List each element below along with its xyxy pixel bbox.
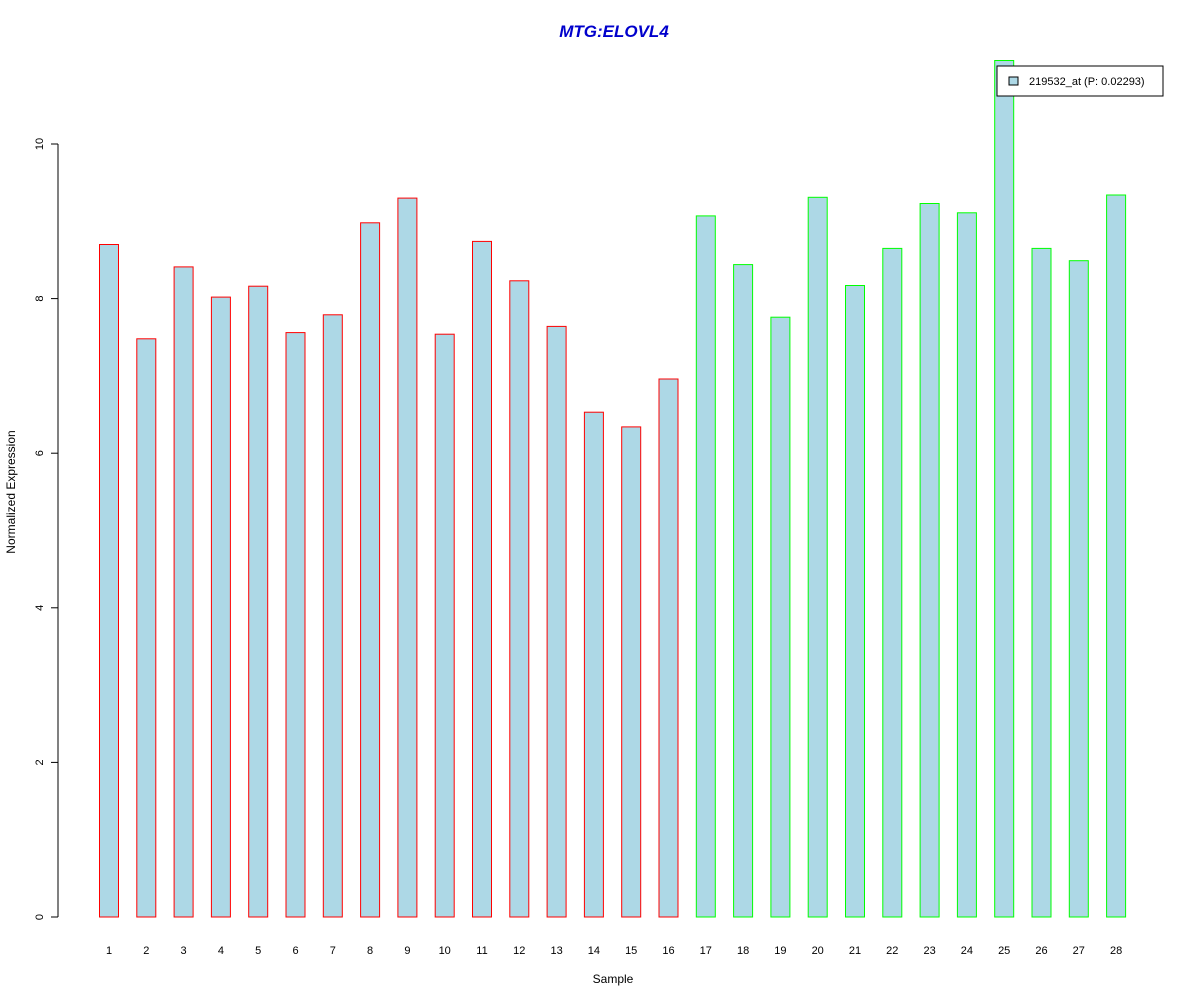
x-tick-label: 28	[1110, 945, 1122, 957]
bar-sample-3	[173, 266, 194, 918]
bar-sample-4	[210, 296, 231, 918]
bar-sample-5	[248, 285, 269, 918]
x-tick-label: 6	[292, 945, 298, 957]
bar-sample-8	[360, 222, 381, 918]
bar-sample-19	[770, 316, 791, 918]
x-tick-label: 3	[181, 945, 187, 957]
y-tick-label: 0	[34, 914, 46, 920]
bar-sample-16	[658, 378, 679, 918]
x-tick-label: 11	[476, 945, 487, 957]
y-tick-label: 4	[34, 605, 46, 611]
y-axis: 0 2 4 6 8 10	[34, 138, 59, 920]
bar-sample-24	[956, 212, 977, 918]
x-tick-label: 22	[886, 945, 898, 957]
x-axis-label: Sample	[593, 972, 634, 986]
bar-sample-14	[583, 411, 604, 918]
bar-sample-26	[1031, 247, 1052, 918]
legend: 219532_at (P: 0.02293)	[996, 65, 1164, 97]
bar-sample-23	[919, 203, 940, 918]
bar-sample-7	[322, 314, 343, 918]
bar-sample-27	[1068, 260, 1089, 918]
y-tick-label: 6	[34, 450, 46, 456]
x-tick-label: 20	[812, 945, 824, 957]
x-tick-label: 10	[439, 945, 451, 957]
x-tick-label: 26	[1035, 945, 1047, 957]
legend-label: 219532_at (P: 0.02293)	[1029, 76, 1145, 88]
x-tick-label: 21	[849, 945, 861, 957]
bar-sample-12	[509, 280, 530, 918]
bar-sample-20	[807, 196, 828, 918]
x-tick-label: 23	[923, 945, 935, 957]
x-tick-label: 15	[625, 945, 637, 957]
legend-swatch	[1008, 76, 1019, 86]
bar-sample-21	[845, 285, 865, 918]
x-tick-label: 5	[255, 945, 261, 957]
y-axis-label: Normalized Expression	[4, 430, 18, 553]
x-tick-label: 25	[998, 945, 1010, 957]
x-tick-label: 12	[513, 945, 525, 957]
x-tick-label: 1	[106, 945, 112, 957]
x-tick-label: 17	[700, 945, 712, 957]
x-tick-label: 7	[330, 945, 336, 957]
x-tick-label: 24	[961, 945, 973, 957]
x-tick-label: 18	[737, 945, 749, 957]
bar-sample-13	[546, 325, 567, 918]
legend-box	[996, 65, 1164, 97]
x-tick-labels: 1 2 3 4 5 6 7 8 9 10 11 12 13 14 15 16 17 18 19 20 21 22 23 24 2…	[106, 945, 1122, 957]
bar-sample-11	[472, 240, 492, 918]
x-tick-label: 13	[550, 945, 562, 957]
bar-sample-22	[882, 247, 903, 918]
y-tick-label: 10	[34, 138, 46, 150]
x-tick-label: 8	[367, 945, 373, 957]
bar-sample-18	[733, 264, 754, 918]
bar-sample-1	[99, 244, 119, 918]
x-tick-label: 14	[588, 945, 600, 957]
bars	[99, 60, 1127, 918]
bar-sample-17	[695, 215, 716, 918]
bar-sample-6	[285, 332, 306, 918]
chart-title: MTG:ELOVL4	[559, 22, 669, 41]
x-tick-label: 4	[218, 945, 224, 957]
bar-sample-25	[994, 60, 1015, 918]
x-tick-label: 27	[1073, 945, 1085, 957]
bar-sample-9	[397, 197, 418, 918]
x-tick-label: 16	[662, 945, 674, 957]
x-tick-label: 9	[404, 945, 410, 957]
y-tick-label: 2	[34, 759, 46, 765]
bar-sample-2	[136, 338, 157, 918]
bar-sample-28	[1106, 194, 1127, 918]
bar-sample-15	[621, 426, 642, 918]
x-tick-label: 2	[143, 945, 149, 957]
y-tick-label: 8	[34, 296, 46, 302]
x-tick-label: 19	[774, 945, 786, 957]
bar-sample-10	[434, 333, 455, 918]
